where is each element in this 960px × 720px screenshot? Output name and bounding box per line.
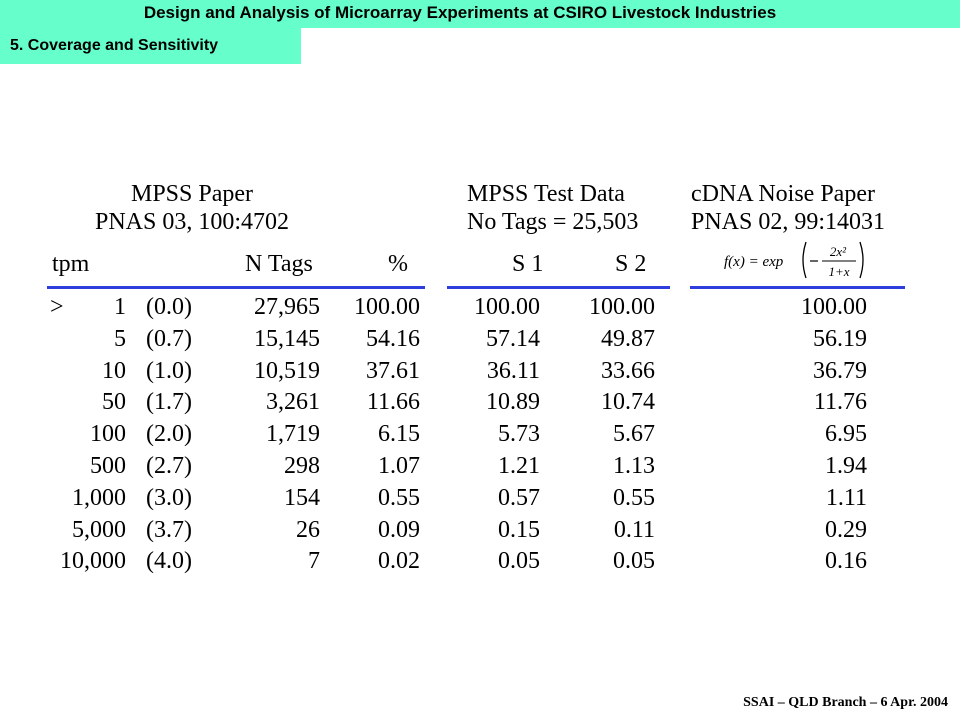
rule-cdna-noise bbox=[690, 286, 905, 289]
cell-pct: 0.55 bbox=[378, 484, 420, 511]
col-header-tpm: tpm bbox=[52, 251, 90, 277]
formula-denominator: 1+x bbox=[828, 264, 849, 279]
cell-cdna: 1.11 bbox=[825, 484, 867, 511]
cell-cdna: 36.79 bbox=[813, 357, 867, 384]
cell-ntags: 7 bbox=[308, 548, 320, 575]
mpss-paper-citation: PNAS 03, 100:4702 bbox=[94, 209, 290, 235]
cell-tpm: 10,000 bbox=[60, 548, 126, 575]
cell-log: (0.0) bbox=[146, 294, 192, 320]
cell-log: (3.7) bbox=[146, 516, 192, 543]
slide-footer: SSAI – QLD Branch – 6 Apr. 2004 bbox=[743, 695, 948, 710]
cell-s2: 100.00 bbox=[589, 294, 655, 320]
cell-tpm: 100 bbox=[90, 421, 126, 448]
cell-s2: 0.11 bbox=[613, 516, 655, 543]
cell-log: (4.0) bbox=[146, 548, 192, 575]
cell-s2: 5.67 bbox=[613, 421, 655, 448]
cell-s1: 0.57 bbox=[498, 484, 540, 511]
cell-tpm: 1,000 bbox=[72, 484, 126, 511]
cell-pct: 100.00 bbox=[354, 294, 420, 320]
cell-log: (2.0) bbox=[146, 421, 192, 448]
cell-cdna: 100.00 bbox=[801, 294, 867, 320]
cell-pct: 54.16 bbox=[366, 325, 420, 352]
cell-cdna: 11.76 bbox=[813, 389, 867, 416]
table-row: 50 (1.7) 3,261 11.66 10.89 10.74 11.76 bbox=[0, 387, 960, 418]
cell-ntags: 298 bbox=[284, 453, 320, 479]
cell-ntags: 26 bbox=[296, 516, 320, 543]
cell-cdna: 6.95 bbox=[825, 421, 867, 448]
cell-ntags: 15,145 bbox=[254, 325, 320, 352]
table-row: 10,000 (4.0) 7 0.02 0.05 0.05 0.16 bbox=[0, 546, 960, 577]
table-row: 500 (2.7) 298 1.07 1.21 1.13 1.94 bbox=[0, 451, 960, 482]
formula-lhs: f(x) = exp bbox=[724, 254, 784, 270]
table-row: 5 (0.7) 15,145 54.16 57.14 49.87 56.19 bbox=[0, 324, 960, 355]
cell-log: (1.0) bbox=[146, 357, 192, 384]
cell-tpm: 50 bbox=[102, 389, 126, 416]
cell-pct: 6.15 bbox=[378, 421, 420, 448]
table-row: 5,000 (3.7) 26 0.09 0.15 0.11 0.29 bbox=[0, 515, 960, 546]
cell-s2: 0.05 bbox=[613, 548, 655, 575]
cell-pct: 37.61 bbox=[366, 357, 420, 384]
cell-log: (2.7) bbox=[146, 453, 192, 479]
cell-s2: 33.66 bbox=[601, 357, 655, 384]
slide-header: Design and Analysis of Microarray Experi… bbox=[0, 0, 960, 28]
cell-s1: 5.73 bbox=[498, 421, 540, 448]
cell-ntags: 3,261 bbox=[266, 389, 320, 416]
col-header-s2: S 2 bbox=[615, 251, 647, 277]
cell-pct: 11.66 bbox=[366, 389, 420, 416]
rule-mpss-test bbox=[447, 286, 670, 289]
col-header-ntags: N Tags bbox=[245, 251, 313, 277]
cell-ntags: 1,719 bbox=[266, 421, 320, 448]
slide-title: Design and Analysis of Microarray Experi… bbox=[143, 3, 777, 22]
cell-s2: 49.87 bbox=[601, 325, 655, 352]
cell-pct: 1.07 bbox=[378, 453, 420, 479]
cell-tpm: 10 bbox=[102, 357, 126, 384]
cdna-noise-citation: PNAS 02, 99:14031 bbox=[691, 209, 886, 235]
col-header-percent: % bbox=[388, 251, 408, 277]
cell-tpm: 5,000 bbox=[72, 516, 126, 543]
cell-s1: 10.89 bbox=[486, 389, 540, 416]
mpss-test-title: MPSS Test Data bbox=[467, 181, 625, 207]
table-row: 1,000 (3.0) 154 0.55 0.57 0.55 1.11 bbox=[0, 483, 960, 514]
cell-cdna: 56.19 bbox=[813, 325, 867, 352]
cell-log: (3.0) bbox=[146, 484, 192, 511]
table-row: 100 (2.0) 1,719 6.15 5.73 5.67 6.95 bbox=[0, 419, 960, 450]
col-header-s1: S 1 bbox=[512, 251, 544, 277]
cell-s1: 0.15 bbox=[498, 516, 540, 543]
section-label: 5. Coverage and Sensitivity bbox=[0, 28, 301, 64]
noise-formula: f(x) = exp 2x² 1+x bbox=[724, 241, 864, 279]
cell-prefix: > bbox=[50, 294, 64, 320]
cell-s1: 57.14 bbox=[486, 325, 540, 352]
cell-s1: 0.05 bbox=[498, 548, 540, 575]
cell-s2: 1.13 bbox=[613, 453, 655, 479]
cell-s1: 1.21 bbox=[498, 453, 540, 479]
cell-pct: 0.02 bbox=[378, 548, 420, 575]
cell-s2: 0.55 bbox=[613, 484, 655, 511]
table-row: 10 (1.0) 10,519 37.61 36.11 33.66 36.79 bbox=[0, 356, 960, 387]
cell-s1: 36.11 bbox=[486, 357, 540, 384]
cell-ntags: 154 bbox=[284, 484, 320, 511]
mpss-test-tag-count: No Tags = 25,503 bbox=[467, 209, 639, 235]
cell-s1: 100.00 bbox=[474, 294, 540, 320]
cell-tpm: 1 bbox=[114, 294, 126, 320]
cell-pct: 0.09 bbox=[378, 516, 420, 543]
cell-log: (1.7) bbox=[146, 389, 192, 416]
cell-tpm: 5 bbox=[114, 325, 126, 352]
table-row: >1 (0.0) 27,965 100.00 100.00 100.00 100.00 bbox=[0, 292, 960, 323]
cdna-noise-title: cDNA Noise Paper bbox=[691, 181, 875, 207]
cell-ntags: 27,965 bbox=[254, 294, 320, 320]
cell-cdna: 0.16 bbox=[825, 548, 867, 575]
cell-cdna: 1.94 bbox=[825, 453, 867, 479]
formula-numerator: 2x² bbox=[830, 244, 847, 259]
mpss-paper-title: MPSS Paper bbox=[130, 181, 254, 207]
cell-ntags: 10,519 bbox=[254, 357, 320, 384]
cell-tpm: 500 bbox=[90, 453, 126, 479]
rule-mpss-paper bbox=[47, 286, 425, 289]
cell-cdna: 0.29 bbox=[825, 516, 867, 543]
cell-log: (0.7) bbox=[146, 325, 192, 352]
cell-s2: 10.74 bbox=[601, 389, 655, 416]
